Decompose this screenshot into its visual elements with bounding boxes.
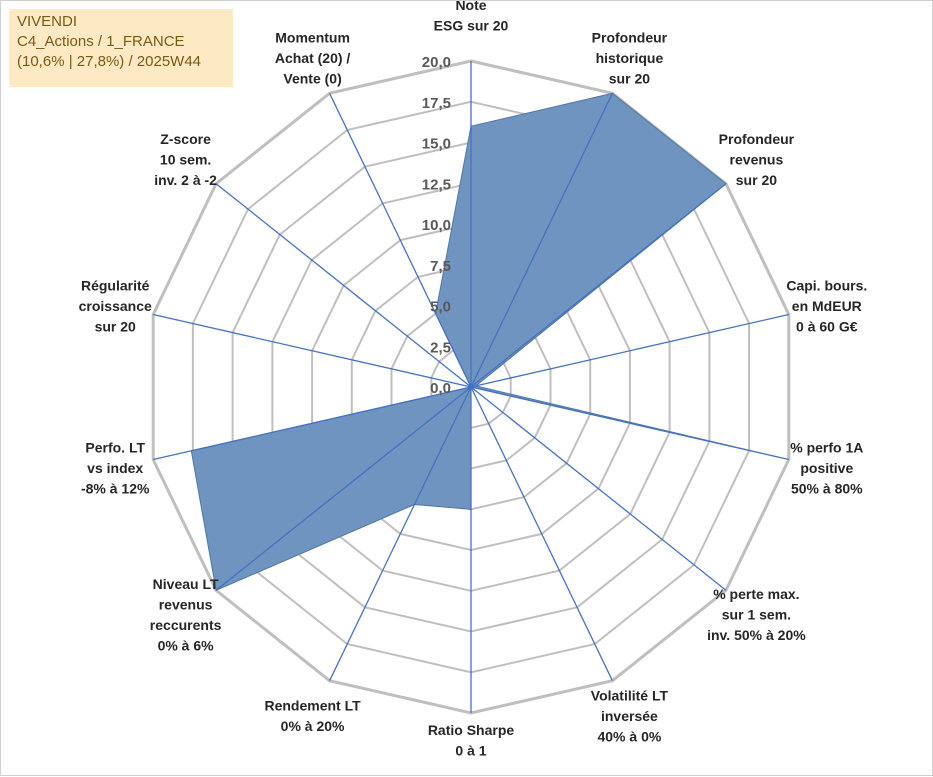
category-label-line: positive: [800, 460, 853, 476]
category-label-line: Vente (0): [283, 71, 341, 87]
category-label-line: 40% à 0%: [597, 728, 661, 744]
category-label-line: 0% à 6%: [158, 637, 215, 653]
category-label-line: ESG sur 20: [434, 17, 509, 33]
info-box: VIVENDI C4_Actions / 1_FRANCE (10,6% | 2…: [9, 9, 233, 87]
tick-label: 15,0: [422, 136, 451, 153]
category-label-line: sur 20: [609, 71, 650, 87]
category-label-line: Note: [455, 1, 486, 13]
category-label: Volatilité LT inversée 40% à 0%: [591, 687, 669, 744]
category-label-line: Momentum: [275, 30, 350, 46]
category-label-line: sur 20: [736, 172, 777, 188]
category-label-line: Perfo. LT: [85, 440, 145, 456]
axis-spoke: [470, 313, 789, 388]
axis-spoke: [470, 386, 613, 681]
category-label-line: reccurents: [150, 617, 222, 633]
category-label-line: Volatilité LT: [591, 687, 669, 703]
axis-spoke: [215, 183, 472, 388]
category-label: Ratio Sharpe 0 à 1: [428, 722, 515, 759]
category-label-line: inv. 50% à 20%: [707, 627, 806, 643]
category-label-line: Régularité: [81, 277, 150, 293]
category-label: Niveau LT revenus reccurents 0% à 6%: [150, 576, 222, 654]
series-area: [190, 92, 778, 592]
category-label-line: Rendement LT: [264, 698, 361, 714]
category-label-line: 10 sem.: [160, 151, 211, 167]
category-label-line: historique: [596, 50, 664, 66]
category-label-line: 50% à 80%: [791, 481, 863, 497]
tick-label: 20,0: [422, 54, 451, 71]
category-label-line: croissance: [79, 298, 152, 314]
category-label-line: sur 1 sem.: [722, 607, 791, 623]
category-label-line: Capi. bours.: [786, 277, 867, 293]
category-label-line: en MdEUR: [792, 298, 862, 314]
category-label: Rendement LT 0% à 20%: [264, 698, 361, 735]
company-name: VIVENDI: [17, 13, 78, 30]
category-label-line: inv. 2 à -2: [154, 172, 217, 188]
period-stats: (10,6% | 27,8%) / 2025W44: [17, 53, 201, 70]
category-label-line: Profondeur: [592, 30, 668, 46]
tick-label: 5,0: [430, 299, 451, 316]
axis-spoke: [470, 93, 613, 388]
axis-spoke: [153, 386, 472, 461]
tick-label: 12,5: [422, 176, 451, 193]
category-label-line: Z-score: [160, 131, 211, 147]
axis-spoke: [153, 313, 472, 388]
category-label-line: 0 à 60 G€: [796, 318, 858, 334]
category-label: Régularité croissance sur 20: [79, 277, 152, 334]
category-label: % perfo 1A positive 50% à 80%: [790, 440, 863, 497]
tick-label: 2,5: [430, 339, 451, 356]
category-label: Momentum Achat (20) / Vente (0): [275, 30, 351, 87]
category-label: Z-score 10 sem. inv. 2 à -2: [154, 131, 217, 188]
category-label-line: sur 20: [95, 318, 136, 334]
category-label-line: Niveau LT: [153, 576, 219, 592]
category-label: Note ESG sur 20: [434, 1, 509, 33]
category-label-line: % perte max.: [713, 586, 799, 602]
tick-label: 17,5: [422, 95, 451, 112]
tick-label: 7,5: [430, 258, 451, 275]
axis-spoke: [470, 183, 727, 388]
category-label-line: revenus: [730, 151, 784, 167]
category-label-line: -8% à 12%: [81, 481, 150, 497]
category-label: Profondeur revenus sur 20: [719, 131, 795, 188]
axis-spoke: [329, 386, 472, 681]
portfolio-category: C4_Actions / 1_FRANCE: [17, 33, 185, 50]
category-label-line: 0 à 1: [455, 742, 486, 758]
category-label-line: Profondeur: [719, 131, 795, 147]
category-label: Perfo. LT vs index -8% à 12%: [81, 440, 150, 497]
axis-spoke: [470, 386, 727, 591]
category-label-line: inversée: [601, 708, 658, 724]
category-label: Profondeur historique sur 20: [592, 30, 668, 87]
axis-spoke: [470, 386, 789, 461]
category-label: % perte max. sur 1 sem. inv. 50% à 20%: [707, 586, 806, 643]
tick-label: 10,0: [422, 217, 451, 234]
category-label-line: Ratio Sharpe: [428, 722, 515, 738]
axis-spoke: [215, 386, 472, 591]
category-label: Capi. bours. en MdEUR 0 à 60 G€: [786, 277, 867, 334]
tick-label: 0,0: [430, 380, 451, 397]
category-label-line: 0% à 20%: [281, 718, 345, 734]
category-label-line: revenus: [159, 596, 213, 612]
category-label-line: Achat (20) /: [275, 50, 351, 66]
category-label-line: % perfo 1A: [790, 440, 863, 456]
axis-spoke: [329, 93, 472, 388]
category-label-line: vs index: [87, 460, 143, 476]
